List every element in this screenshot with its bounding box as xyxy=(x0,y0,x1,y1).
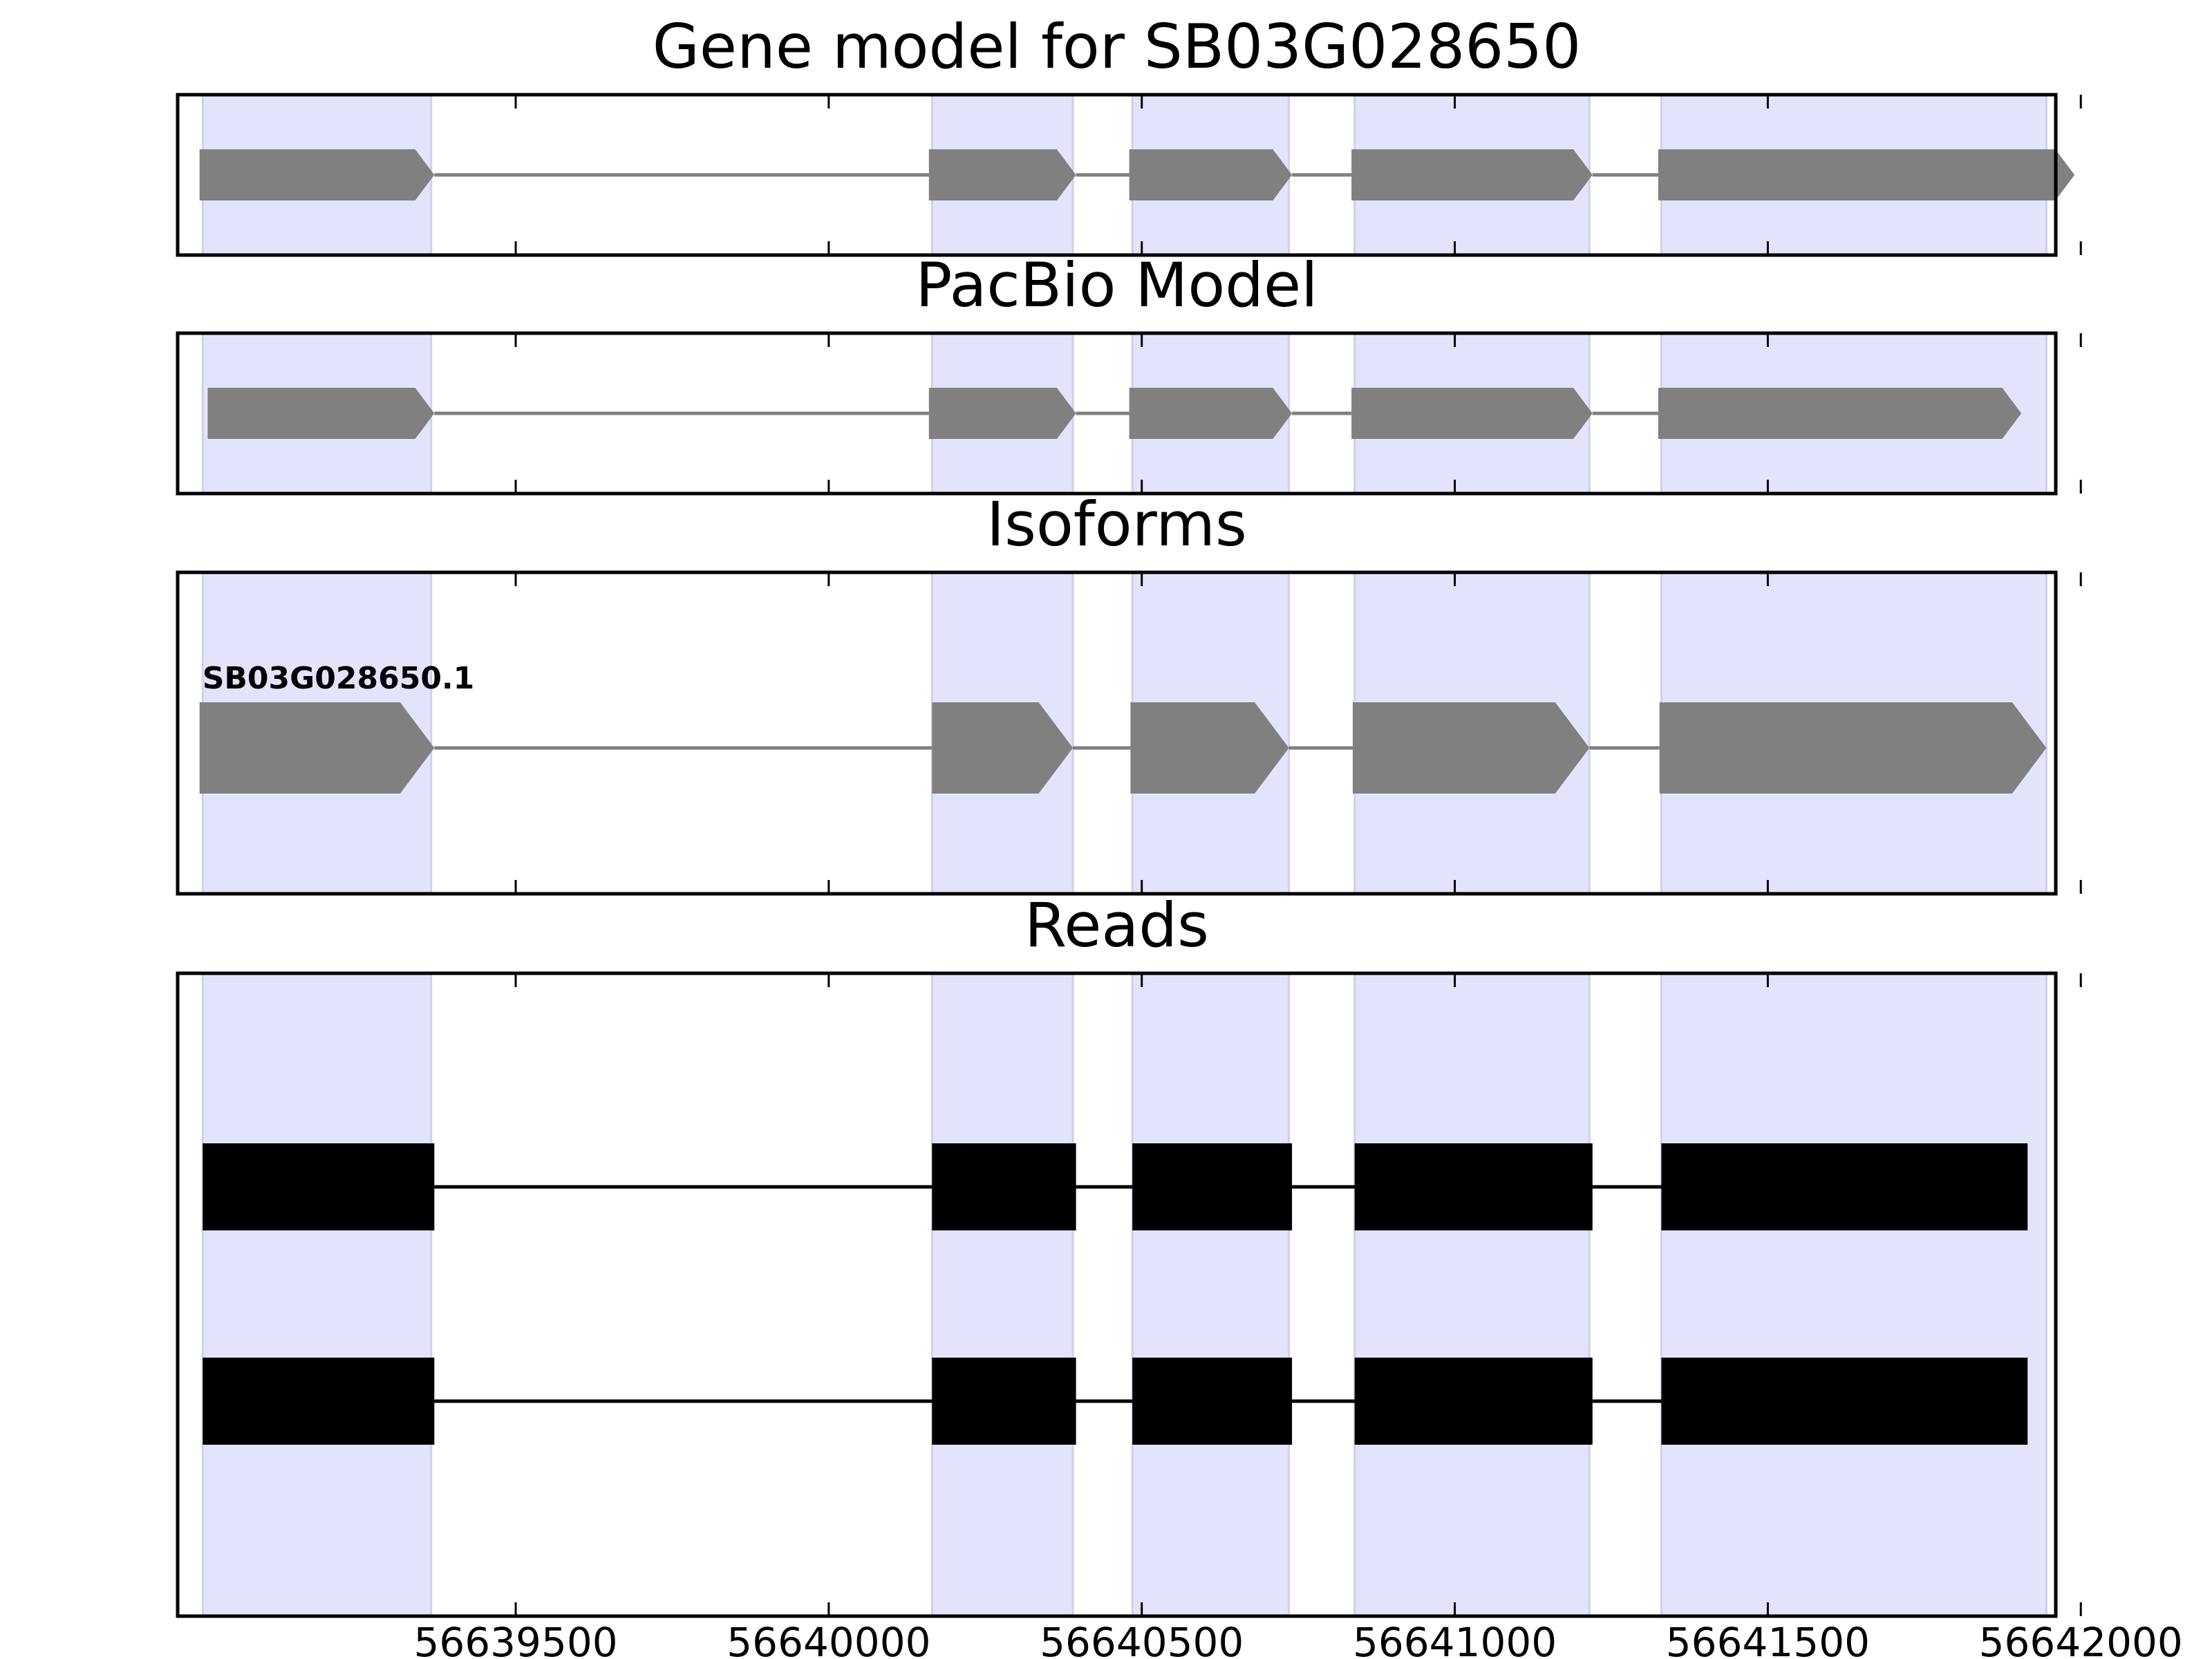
exon-arrow xyxy=(928,149,1076,200)
exon-arrow xyxy=(1659,702,2047,794)
exon-region-shading xyxy=(1131,972,1291,1618)
read-exon-block xyxy=(1132,1143,1293,1230)
read-exon-block xyxy=(203,1143,435,1230)
panel-title: Isoforms xyxy=(986,489,1247,560)
exon-arrow xyxy=(1351,388,1593,439)
exon-arrow xyxy=(1658,149,2075,200)
panel-title: Reads xyxy=(1024,890,1209,961)
read-exon-block xyxy=(932,1358,1076,1445)
read-exon-block xyxy=(1132,1358,1293,1445)
x-tick-label: 56639500 xyxy=(413,1619,617,1659)
x-tick-label: 56640500 xyxy=(1040,1619,1244,1659)
panel-frame xyxy=(176,570,2058,896)
exon-arrow xyxy=(1658,388,2022,439)
exon-arrow xyxy=(932,702,1074,794)
exon-arrow xyxy=(928,388,1076,439)
exon-arrow xyxy=(1130,702,1289,794)
exon-arrow xyxy=(1129,388,1293,439)
read-exon-block xyxy=(1354,1358,1593,1445)
isoform-label: SB03G028650.1 xyxy=(203,661,475,696)
panel-title: PacBio Model xyxy=(915,250,1318,321)
panel-frame xyxy=(176,93,2058,257)
exon-arrow xyxy=(1129,149,1293,200)
read-exon-block xyxy=(1354,1143,1593,1230)
panel-frame xyxy=(176,971,2058,1618)
read-exon-block xyxy=(1661,1143,2028,1230)
exon-region-shading xyxy=(1660,972,2047,1618)
read-exon-block xyxy=(1661,1358,2028,1445)
exon-arrow xyxy=(1351,149,1593,200)
x-tick-label: 56640000 xyxy=(727,1619,930,1659)
x-tick-label: 56641500 xyxy=(1666,1619,1870,1659)
exon-arrow xyxy=(199,149,435,200)
exon-arrow xyxy=(207,388,435,439)
panel-frame xyxy=(176,331,2058,496)
read-exon-block xyxy=(932,1143,1076,1230)
exon-region-shading xyxy=(930,972,1074,1618)
exon-region-shading xyxy=(201,972,433,1618)
exon-arrow xyxy=(199,702,435,794)
exon-arrow xyxy=(1352,702,1590,794)
exon-region-shading xyxy=(1353,972,1591,1618)
panel-title: Gene model for SB03G028650 xyxy=(653,11,1582,82)
x-tick-label: 56642000 xyxy=(1979,1619,2183,1659)
read-exon-block xyxy=(203,1358,435,1445)
x-tick-label: 56641000 xyxy=(1353,1619,1557,1659)
